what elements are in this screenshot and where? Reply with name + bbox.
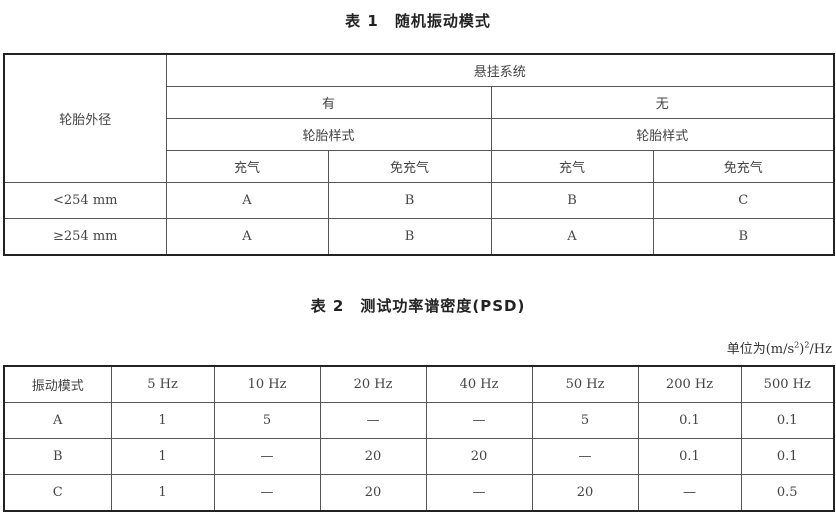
unit-prefix: 单位为(m/s xyxy=(726,342,795,357)
tire-type-header: 轮胎样式 xyxy=(165,118,492,151)
cell: B xyxy=(327,218,492,256)
cell: 0.1 xyxy=(637,402,742,439)
cell: 0.1 xyxy=(637,438,742,475)
table-row: ≥254 mm A B A B xyxy=(3,218,835,256)
cell: — xyxy=(425,474,533,512)
cell: 5 xyxy=(531,402,639,439)
cell: C xyxy=(3,474,112,512)
unit-sup2: 2 xyxy=(804,340,810,350)
table-row: B 1 — 20 20 — 0.1 0.1 xyxy=(3,438,835,475)
tire-type: 免充气 xyxy=(327,150,492,183)
suspension-no: 无 xyxy=(490,86,835,119)
col-header: 20 Hz xyxy=(319,365,427,403)
cell: A xyxy=(3,402,112,439)
cell: — xyxy=(425,402,533,439)
cell: 0.5 xyxy=(740,474,835,512)
table1-title: 表 1 随机振动模式 xyxy=(345,12,491,30)
table2-title: 表 2 测试功率谱密度(PSD) xyxy=(310,297,526,315)
cell: B xyxy=(327,182,492,219)
tire-type: 充气 xyxy=(490,150,654,183)
cell: 20 xyxy=(531,474,639,512)
unit-label: 单位为(m/s2)2/Hz xyxy=(727,338,832,357)
col-header: 500 Hz xyxy=(740,365,835,403)
cell: B xyxy=(652,218,835,256)
header-row: 振动模式 5 Hz 10 Hz 20 Hz 40 Hz 50 Hz 200 Hz… xyxy=(3,365,835,403)
cell: 5 xyxy=(213,402,321,439)
cell: A xyxy=(165,182,329,219)
suspension-header: 悬挂系统 xyxy=(165,53,835,87)
cell: A xyxy=(165,218,329,256)
random-vibration-mode-table: 轮胎外径 悬挂系统 有 无 轮胎样式 轮胎样式 充气 免充气 充气 免充气 <2… xyxy=(3,53,836,256)
tire-type-header: 轮胎样式 xyxy=(490,118,835,151)
table-row: <254 mm A B B C xyxy=(3,182,835,219)
col-header: 50 Hz xyxy=(531,365,639,403)
table-row: A 1 5 — — 5 0.1 0.1 xyxy=(3,402,835,439)
tire-type: 充气 xyxy=(165,150,329,183)
row-label: ≥254 mm xyxy=(3,218,167,256)
cell: 20 xyxy=(319,438,427,475)
col-header: 200 Hz xyxy=(637,365,742,403)
tire-type: 免充气 xyxy=(652,150,835,183)
col-header: 40 Hz xyxy=(425,365,533,403)
col-header: 5 Hz xyxy=(110,365,215,403)
tire-diameter-header: 轮胎外径 xyxy=(3,53,167,183)
cell: 0.1 xyxy=(740,438,835,475)
cell: A xyxy=(490,218,654,256)
cell: 20 xyxy=(319,474,427,512)
cell: 1 xyxy=(110,402,215,439)
unit-suffix: /Hz xyxy=(809,342,832,357)
col-header: 振动模式 xyxy=(3,365,112,403)
cell: — xyxy=(531,438,639,475)
cell: 1 xyxy=(110,438,215,475)
cell: 1 xyxy=(110,474,215,512)
cell: — xyxy=(213,438,321,475)
cell: C xyxy=(652,182,835,219)
row-label: <254 mm xyxy=(3,182,167,219)
col-header: 10 Hz xyxy=(213,365,321,403)
cell: — xyxy=(637,474,742,512)
cell: B xyxy=(3,438,112,475)
table-row: C 1 — 20 — 20 — 0.5 xyxy=(3,474,835,512)
cell: — xyxy=(319,402,427,439)
unit-mid: ) xyxy=(799,342,805,357)
cell: 0.1 xyxy=(740,402,835,439)
cell: — xyxy=(213,474,321,512)
cell: B xyxy=(490,182,654,219)
psd-table: 振动模式 5 Hz 10 Hz 20 Hz 40 Hz 50 Hz 200 Hz… xyxy=(3,365,835,512)
suspension-yes: 有 xyxy=(165,86,492,119)
unit-sup: 2 xyxy=(794,340,800,350)
cell: 20 xyxy=(425,438,533,475)
